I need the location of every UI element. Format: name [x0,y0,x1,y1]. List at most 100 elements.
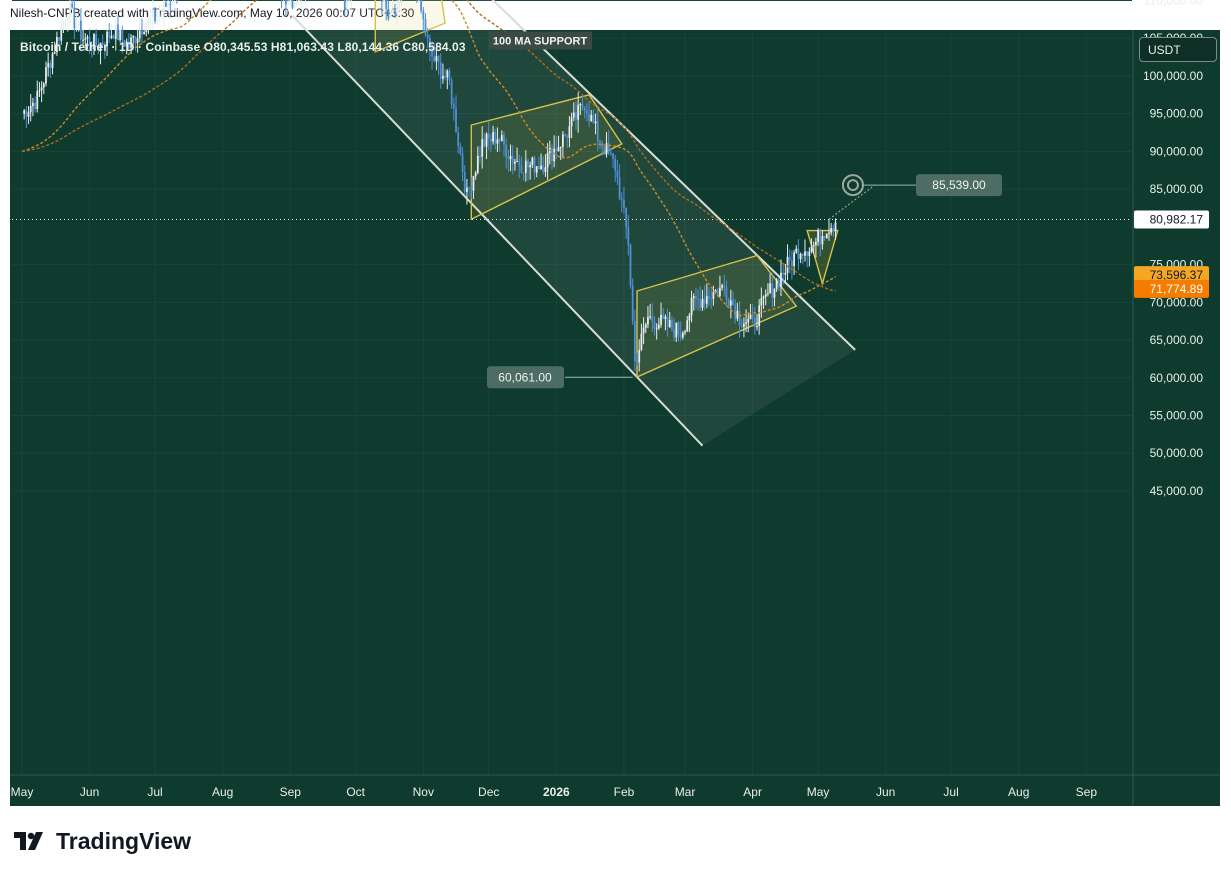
candle-body [769,283,771,294]
candle-body [442,76,444,79]
candle-body [293,3,296,8]
candle-body [531,157,534,165]
candle-body [775,279,778,289]
candle-body [119,29,122,41]
candle-body [810,246,813,252]
candle-body [136,38,139,44]
candle-body [518,160,521,166]
candle-body [457,132,460,146]
candle-body [149,17,152,19]
candle-body [609,152,612,154]
candle-body [601,142,604,148]
candle-body [777,279,780,288]
symbol-info[interactable]: Bitcoin / Tether · 1D · Coinbase O80,345… [20,40,466,54]
candle-body [86,37,89,39]
price-tick-label: 60,000.00 [1150,371,1204,385]
candle-body [799,253,802,260]
candle-body [784,272,787,275]
chart-credit: Nilesh-CNPB created with TradingView.com… [10,6,415,20]
low-callout-label: 60,061.00 [498,370,552,384]
candle-body [555,148,558,152]
candle-body [740,325,743,327]
candle-body [125,41,128,47]
candle-body [561,134,564,147]
candle-body [677,322,680,335]
candle-body [396,7,399,15]
candle-body [594,121,597,124]
candle-body [542,165,545,172]
currency-selector[interactable]: USDT [1139,37,1217,62]
candle-body [151,9,154,18]
candle-body [729,300,732,306]
candle-body [631,285,634,322]
candle-body [49,63,52,69]
candle-body [387,8,390,19]
candle-body [511,156,514,164]
candle-body [32,102,34,107]
price-tick-label: 55,000.00 [1150,408,1204,422]
candle-body [535,166,538,173]
candle-body [487,133,490,139]
candle-body [714,290,717,293]
candle-body [75,26,78,29]
candle-body [804,251,806,256]
candle-body [546,152,549,168]
candle-body [644,324,647,328]
candle-body [385,0,388,9]
candle-body [688,315,691,321]
candle-body [657,324,660,329]
candle-body [141,30,143,35]
candle-body [463,172,466,192]
candle-body [53,52,56,54]
candle-body [112,35,115,39]
candle-body [834,222,837,232]
ma-value-tag-box [1134,279,1209,298]
tradingview-logo[interactable]: TradingView [12,828,191,854]
candle-body [585,110,588,114]
candle-body [23,110,26,114]
candle-body [808,251,811,257]
price-tick-label: 70,000.00 [1150,295,1204,309]
price-tick-label: 90,000.00 [1150,144,1204,158]
time-tick-label: Aug [1008,785,1029,799]
time-tick-label: May [11,785,34,799]
candle-body [60,26,63,41]
candle-body [773,288,776,298]
time-tick-label: Jul [943,785,958,799]
price-tick-label: 50,000.00 [1150,446,1204,460]
candle-body [823,236,826,239]
candle-body [285,0,287,5]
candle-body [29,106,32,113]
candle-body [620,198,623,201]
candle-body [701,298,704,308]
candle-body [557,147,560,152]
candle-body [795,248,798,253]
candle-body [583,107,586,111]
candle-body [806,251,809,257]
candle-body [25,110,28,117]
candle-body [758,305,761,327]
candle-body [640,333,643,350]
candle-body [162,2,165,14]
candle-body [123,39,126,47]
candle-body [103,44,106,47]
candle-body [625,207,628,228]
candle-body [459,145,462,154]
channel-lower-line [291,14,704,447]
time-tick-label: Apr [743,785,762,799]
candle-body [101,42,104,45]
candle-body [708,296,710,299]
candle-body [603,147,606,155]
candle-body [756,326,758,328]
candle-body [721,285,724,288]
candle-body [767,293,769,295]
time-tick-label: Jul [147,785,162,799]
time-tick-label: Mar [675,785,696,799]
candle-body [524,160,527,173]
brand-name: TradingView [56,827,192,854]
candle-body [431,47,433,57]
candle-body [566,136,569,138]
candle-body [788,256,791,261]
candle-body [466,187,468,192]
